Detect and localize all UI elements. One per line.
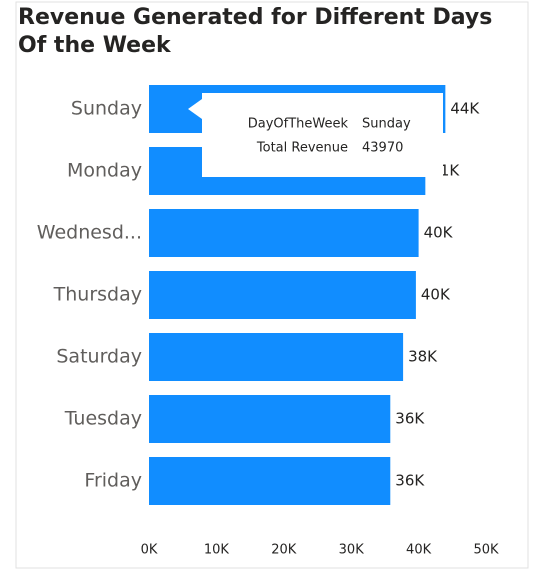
tooltip-label: DayOfTheWeek [248,117,349,132]
tooltip-value: Sunday [362,117,411,132]
x-tick-label: 30K [339,543,365,558]
y-tick-label: Tuesday [64,408,142,430]
value-label: 36K [395,472,425,490]
chart-title: Of the Week [18,33,172,58]
bar [149,209,419,257]
value-label: 44K [450,100,480,118]
x-tick-label: 20K [271,543,297,558]
y-tick-label: Thursday [53,284,142,306]
tooltip-box [188,93,443,177]
bar [149,457,391,505]
card-frame [15,1,529,569]
bar [149,333,404,381]
y-tick-label: Saturday [56,346,142,368]
value-label: 40K [424,224,454,242]
y-tick-label: Wednesd... [37,222,142,244]
tooltip-label: Total Revenue [256,141,348,156]
y-tick-label: Sunday [71,98,142,120]
y-tick-label: Friday [84,470,142,492]
chart-title: Revenue Generated for Different Days [18,5,492,30]
value-label: 38K [408,348,438,366]
bar [149,271,416,319]
tooltip-value: 43970 [362,141,403,156]
bar [149,395,391,443]
value-label: 36K [395,410,425,428]
x-tick-label: 10K [204,543,230,558]
value-label: 40K [421,286,451,304]
x-tick-label: 50K [473,543,499,558]
y-tick-label: Monday [67,160,142,182]
x-tick-label: 0K [141,543,158,558]
x-tick-label: 40K [406,543,432,558]
